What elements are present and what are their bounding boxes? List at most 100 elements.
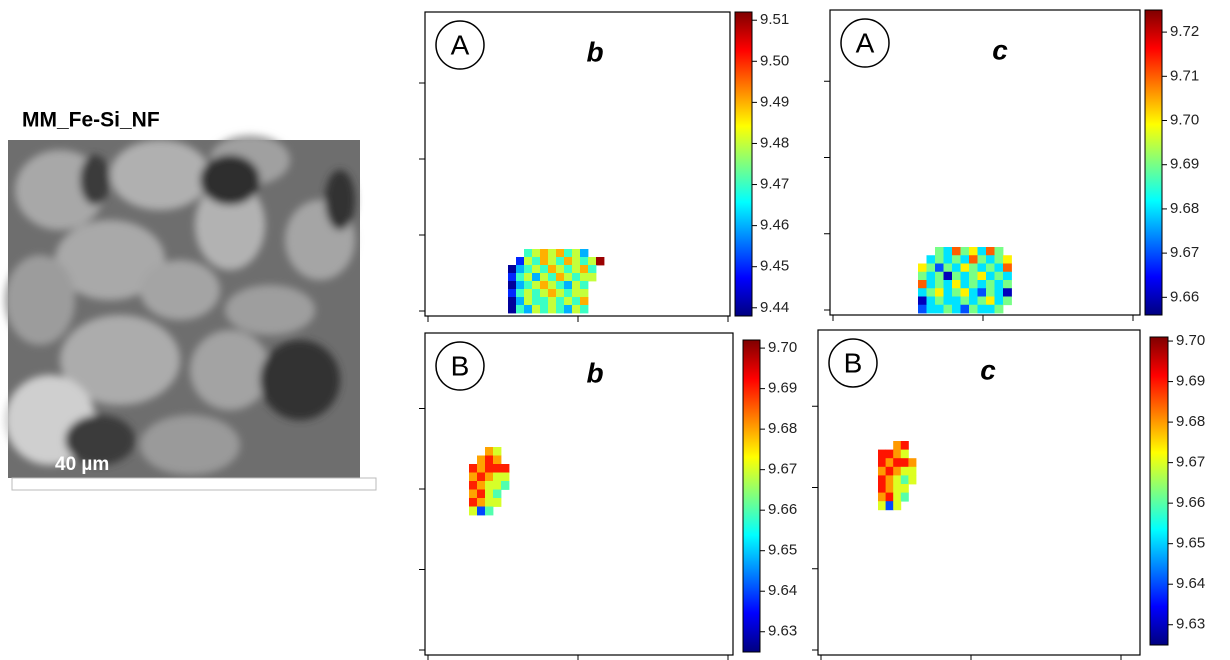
heatmap-cell — [935, 304, 944, 314]
scale-label: 40 µm — [55, 454, 109, 475]
heatmap-cell — [960, 296, 970, 306]
colorbar-tick-label: 9.46 — [760, 217, 789, 234]
heatmap-cell — [548, 273, 557, 282]
heatmap-cell — [580, 249, 589, 258]
heatmap-cell — [493, 455, 502, 465]
heatmap-cell — [878, 475, 886, 485]
heatmap-cell — [1003, 271, 1012, 281]
heatmap-cell — [994, 296, 1004, 306]
heatmap-cell — [572, 289, 581, 298]
heatmap-cell — [469, 506, 478, 516]
heatmap-cell — [508, 273, 517, 282]
panel-circle — [840, 18, 890, 68]
heatmap-cell — [469, 498, 478, 507]
colorbar-tick-label: 9.64 — [768, 582, 797, 599]
heatmap-cell — [977, 296, 987, 306]
colorbar-tick-label: 9.44 — [760, 299, 789, 316]
heatmap-cell — [469, 464, 478, 473]
heatmap-cell — [532, 273, 541, 282]
heatmap-cell — [943, 296, 953, 306]
heatmap-cell — [943, 304, 953, 314]
panel-title: c — [992, 34, 1008, 65]
panel-label: A — [856, 27, 875, 58]
heatmap-cell — [548, 281, 557, 290]
colorbar-tick-label: 9.66 — [1170, 288, 1199, 305]
heatmap-cell — [952, 280, 961, 289]
heatmap-cell — [477, 506, 486, 516]
heatmap-cell — [952, 296, 961, 306]
heatmap-cell — [893, 466, 902, 476]
heatmap-cell — [893, 501, 902, 511]
heatmap-cell — [986, 271, 995, 281]
heatmap-cell — [1003, 280, 1012, 289]
heatmap-cell — [900, 466, 909, 476]
heatmap-cell — [485, 481, 494, 490]
heatmap-cell — [935, 255, 944, 264]
heatmap-cell — [572, 257, 581, 266]
heatmap-cell — [477, 455, 486, 465]
colorbar — [1144, 9, 1163, 316]
heatmap-cell — [477, 464, 486, 473]
heatmap-cell — [878, 484, 886, 493]
heatmap-cell — [893, 458, 902, 468]
heatmap-cell — [943, 288, 953, 297]
heatmap-cell — [493, 447, 502, 456]
heatmap-cell — [986, 304, 995, 314]
colorbar-tick-label: 9.70 — [768, 339, 797, 356]
panel-title: b — [586, 357, 603, 388]
colorbar-tick-label: 9.49 — [760, 93, 789, 110]
heatmap-cell — [493, 472, 502, 482]
heatmap-cell — [918, 304, 927, 314]
heatmap-cell — [532, 281, 541, 290]
heatmap-cell — [977, 255, 987, 264]
heatmap-cell — [588, 273, 597, 282]
colorbar-tick-label: 9.66 — [768, 501, 797, 518]
heatmap-cell — [540, 265, 549, 274]
heatmap-cell — [986, 247, 995, 256]
heatmap-cell — [952, 255, 961, 264]
heatmap-cell — [485, 506, 494, 516]
heatmap-cell — [926, 263, 936, 273]
heatmap-cell — [564, 289, 573, 298]
heatmap-cell — [564, 257, 573, 266]
heatmap-cell — [477, 498, 486, 507]
heatmap-cell — [516, 273, 525, 282]
heatmap-cell — [900, 492, 909, 502]
heatmap-cell — [580, 297, 589, 306]
heatmap-cell — [878, 492, 886, 502]
heatmap-cell — [977, 288, 987, 297]
heatmap-cell — [501, 472, 510, 482]
heatmap-cell — [885, 475, 894, 485]
heatmap-cell — [986, 296, 995, 306]
colorbar — [1149, 336, 1169, 646]
heatmap-cell — [516, 281, 525, 290]
heatmap-cell — [885, 458, 894, 468]
colorbar-tick-label: 9.63 — [1176, 616, 1205, 633]
heatmap-cell — [960, 304, 970, 314]
heatmap-cell — [469, 489, 478, 499]
heatmap-cell — [516, 257, 525, 266]
colorbar-tick-label: 9.68 — [1176, 413, 1205, 430]
heatmap-cell — [960, 271, 970, 281]
colorbar-tick-label: 9.63 — [768, 623, 797, 640]
colorbar-tick-label: 9.69 — [768, 380, 797, 397]
heatmap-cell — [556, 297, 565, 306]
heatmap-cell — [532, 305, 541, 314]
colorbar-tick-label: 9.70 — [1176, 332, 1205, 349]
heatmap-cell — [994, 304, 1004, 314]
heatmap-cell — [960, 280, 970, 289]
heatmap-cell — [572, 305, 581, 314]
panel-label: B — [844, 347, 863, 378]
heatmap-cell — [926, 255, 936, 264]
heatmap-cell — [960, 288, 970, 297]
heatmap-cell — [977, 304, 987, 314]
heatmap-cell — [580, 281, 589, 290]
heatmap-cell — [516, 265, 525, 274]
heatmap-cell — [508, 265, 517, 274]
heatmap-cell — [564, 305, 573, 314]
plot-frame — [817, 329, 1141, 656]
heatmap-cell — [977, 271, 987, 281]
heatmap-cell — [540, 305, 549, 314]
heatmap-cell — [878, 449, 886, 459]
heatmap-cell — [885, 484, 894, 493]
